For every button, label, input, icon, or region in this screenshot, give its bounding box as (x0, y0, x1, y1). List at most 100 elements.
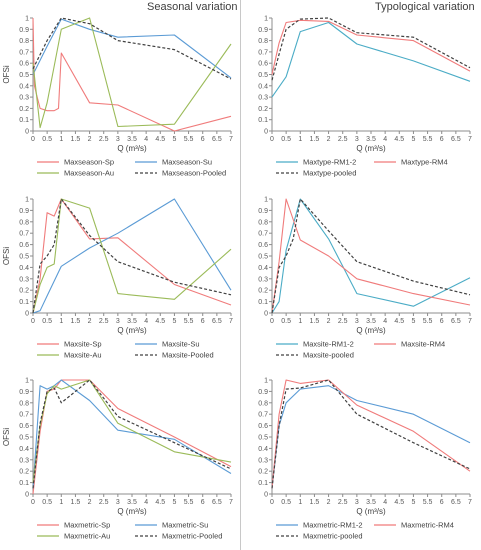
x-tick-label: 5.5 (184, 499, 194, 506)
y-tick-label: 0.1 (258, 299, 268, 306)
y-axis-label: OFSi (2, 247, 11, 265)
y-tick-label: 0.3 (258, 276, 268, 283)
x-tick-label: 1.5 (71, 318, 81, 325)
x-tick-label: 2 (88, 499, 92, 506)
y-tick-label: 0.7 (258, 231, 268, 238)
y-tick-label: 1 (264, 197, 268, 204)
y-tick-label: 1 (25, 378, 29, 385)
legend-label: Maxmetric-Pooled (162, 532, 222, 541)
series-line-Maxseason-Sp (32, 17, 232, 132)
legend-label: Maxmetric-Sp (64, 521, 110, 530)
series-line-Maxmetric-Au (32, 379, 232, 483)
x-tick-label: 6.5 (451, 499, 461, 506)
series-line-Maxsite-RM1-2 (271, 198, 471, 314)
x-tick-label: 1.5 (71, 499, 81, 506)
x-tick-label: 3 (116, 499, 120, 506)
y-tick-label: 0.1 (258, 117, 268, 124)
x-tick-label: 3 (116, 136, 120, 143)
x-axis-label: Q (m³/s) (356, 507, 386, 516)
x-tick-label: 6.5 (212, 318, 222, 325)
x-tick-label: 4.5 (155, 136, 165, 143)
series-line-Maxseason-Au (32, 17, 232, 129)
series-line-Maxsite-RM4 (271, 198, 471, 314)
legend-label: Maxtype-pooled (303, 169, 356, 178)
typological-column-title: Typological variation (375, 1, 475, 13)
y-tick-label: 1 (25, 197, 29, 204)
y-tick-label: 0.9 (258, 208, 268, 215)
seasonal-column-title: Seasonal variation (147, 1, 238, 13)
x-tick-label: 5 (411, 499, 415, 506)
y-tick-label: 0.3 (258, 95, 268, 102)
series-line-Maxtype-RM1-2 (271, 21, 471, 98)
x-tick-label: 1.5 (310, 499, 320, 506)
y-tick-label: 0.6 (258, 242, 268, 249)
y-tick-label: 0.4 (258, 265, 268, 272)
x-tick-label: 0.5 (42, 136, 52, 143)
x-tick-label: 6 (440, 499, 444, 506)
y-tick-label: 0.4 (19, 83, 29, 90)
series-line-Maxsite-pooled (271, 198, 471, 314)
y-tick-label: 0.9 (258, 389, 268, 396)
y-tick-label: 0.5 (258, 435, 268, 442)
x-tick-label: 7 (229, 136, 233, 143)
y-tick-label: 0 (264, 311, 268, 318)
x-tick-label: 3.5 (127, 136, 137, 143)
x-tick-label: 0 (270, 499, 274, 506)
x-tick-label: 1 (59, 136, 63, 143)
x-tick-label: 0.5 (281, 499, 291, 506)
x-tick-label: 3.5 (366, 499, 376, 506)
x-tick-label: 4 (144, 499, 148, 506)
series-line-Maxmetric-RM4 (271, 379, 471, 489)
x-tick-label: 6 (440, 318, 444, 325)
legend-label: Maxsite-RM4 (401, 340, 445, 349)
x-tick-label: 0 (270, 318, 274, 325)
x-tick-label: 2.5 (338, 318, 348, 325)
x-tick-label: 5 (172, 318, 176, 325)
series-line-Maxsite-Au (32, 198, 232, 314)
y-tick-label: 0.7 (19, 49, 29, 56)
y-tick-label: 0.4 (19, 446, 29, 453)
chart-panel-middle-right: 0 0.1 0.2 0.3 0.4 0.5 0.6 0.7 0.8 0.9 1 0 0.5 1 1.5 2 2.… (258, 197, 472, 360)
y-tick-label: 0.4 (19, 265, 29, 272)
x-tick-label: 7 (229, 499, 233, 506)
x-tick-label: 3.5 (127, 318, 137, 325)
x-tick-label: 1.5 (310, 136, 320, 143)
y-tick-label: 0.6 (258, 423, 268, 430)
y-tick-label: 1 (25, 16, 29, 23)
y-tick-label: 0.6 (258, 61, 268, 68)
y-tick-label: 0.7 (19, 231, 29, 238)
y-tick-label: 0.3 (258, 457, 268, 464)
y-tick-label: 0 (264, 129, 268, 136)
x-tick-label: 4.5 (394, 136, 404, 143)
legend-label: Maxsite-Pooled (162, 351, 214, 360)
series-line-Maxtype-pooled (271, 17, 471, 81)
x-tick-label: 5.5 (423, 136, 433, 143)
x-axis-label: Q (m³/s) (356, 326, 386, 335)
y-tick-label: 0.1 (19, 299, 29, 306)
chart-panel-middle-left: 0 0.1 0.2 0.3 0.4 0.5 0.6 0.7 0.8 0.9 1 0 0.5 1 1.5 2 2.… (2, 197, 233, 360)
x-tick-label: 4.5 (155, 318, 165, 325)
y-tick-label: 0.2 (19, 288, 29, 295)
x-tick-label: 6 (440, 136, 444, 143)
y-tick-label: 0.3 (19, 95, 29, 102)
x-tick-label: 3.5 (127, 499, 137, 506)
x-tick-label: 3 (116, 318, 120, 325)
legend-label: Maxseason-Su (162, 158, 212, 167)
x-tick-label: 0.5 (42, 318, 52, 325)
series-line-Maxseason-Pooled (32, 17, 232, 80)
x-axis-label: Q (m³/s) (117, 507, 147, 516)
x-tick-label: 5 (172, 136, 176, 143)
chart-panel-top-left: 0 0.1 0.2 0.3 0.4 0.5 0.6 0.7 0.8 0.9 1 0 0.5 1 1.5 2 2.… (2, 16, 233, 178)
x-tick-label: 4 (383, 499, 387, 506)
x-tick-label: 3 (355, 136, 359, 143)
x-tick-label: 1.5 (310, 318, 320, 325)
x-tick-label: 6.5 (451, 136, 461, 143)
series-line-Maxtype-RM4 (271, 19, 471, 75)
legend-label: Maxsite-Sp (64, 340, 102, 349)
x-tick-label: 0.5 (281, 136, 291, 143)
x-tick-label: 2.5 (99, 136, 109, 143)
x-tick-label: 2 (327, 318, 331, 325)
legend-label: Maxmetric-Au (64, 532, 110, 541)
x-tick-label: 5 (411, 318, 415, 325)
x-tick-label: 3.5 (366, 136, 376, 143)
